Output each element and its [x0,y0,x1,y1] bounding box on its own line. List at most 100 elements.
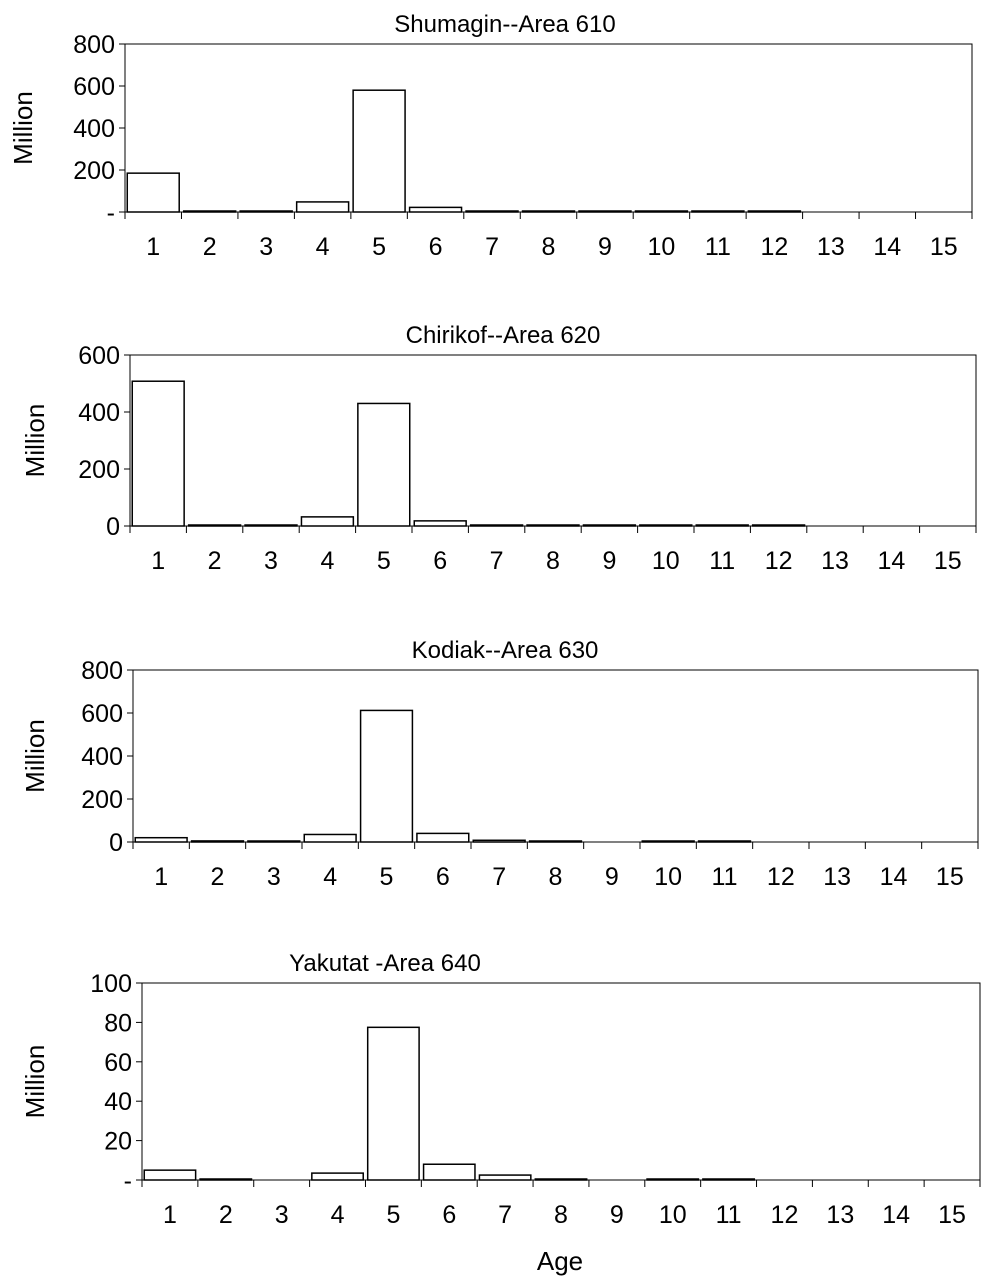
x-tick-label: 7 [490,547,504,575]
x-tick-label: 5 [386,1201,400,1229]
bar-age-2 [199,1178,253,1181]
bar-age-6 [422,1163,476,1181]
x-tick-label: 2 [219,1201,233,1229]
figure-x-axis-label: Age [537,1246,583,1276]
x-tick-label: 4 [331,1201,345,1229]
bar-age-10 [634,210,689,213]
bar-age-9 [582,524,637,527]
bar-age-7 [472,839,526,843]
x-tick-label: 1 [163,1201,177,1229]
x-tick-label: 7 [485,233,499,261]
chart-title: Shumagin--Area 610 [394,11,615,38]
x-tick-label: 12 [760,233,788,261]
bar-age-9 [578,210,632,213]
x-tick-label: 10 [648,233,676,261]
x-tick-label: 1 [154,863,168,891]
bar-age-5 [352,89,406,213]
bar-age-1 [143,1169,197,1181]
x-tick-label: 6 [436,863,450,891]
y-tick-label: 100 [90,970,132,998]
x-tick-label: 8 [542,233,556,261]
bar-age-6 [408,206,463,213]
x-tick-label: 9 [602,547,616,575]
bar-age-10 [641,840,695,843]
bar-age-12 [747,210,802,213]
x-tick-label: 13 [817,233,845,261]
x-tick-label: 15 [936,863,964,891]
bar-age-5 [357,402,411,527]
y-tick-label: 400 [73,115,115,143]
plot-frame [129,354,977,527]
x-tick-label: 6 [442,1201,456,1229]
x-tick-label: 10 [659,1201,687,1229]
plot-frame [124,43,973,213]
y-tick-label: 800 [73,31,115,59]
y-tick-label: 400 [78,399,120,427]
bar-age-8 [521,210,576,213]
bar-age-10 [646,1178,700,1181]
x-tick-label: 13 [821,547,849,575]
bar-age-12 [751,524,806,527]
x-tick-label: 9 [610,1201,624,1229]
x-tick-label: 5 [377,547,391,575]
x-tick-label: 2 [211,863,225,891]
y-tick-label: 200 [73,157,115,185]
y-tick-label: 20 [104,1128,132,1156]
bar-age-6 [413,520,467,527]
bar-age-1 [131,380,185,527]
x-tick-label: 14 [880,863,908,891]
bar-age-8 [528,840,583,843]
bar-age-3 [244,524,298,527]
x-tick-label: 12 [771,1201,799,1229]
bar-age-11 [695,524,749,527]
x-tick-label: 12 [765,547,793,575]
x-tick-label: 14 [873,233,901,261]
x-tick-label: 8 [549,863,563,891]
x-tick-label: 7 [492,863,506,891]
x-tick-label: 1 [146,233,160,261]
x-tick-label: 14 [877,547,905,575]
x-tick-label: 4 [320,547,334,575]
x-tick-label: 5 [372,233,386,261]
bar-age-3 [247,840,301,843]
y-tick-label: 600 [73,73,115,101]
bar-age-4 [303,833,357,843]
bar-age-5 [366,1026,420,1181]
x-tick-label: 1 [151,547,165,575]
x-tick-label: 10 [652,547,680,575]
y-tick-label: - [107,199,115,227]
x-tick-label: 3 [275,1201,289,1229]
plot-frame [141,982,981,1181]
x-tick-label: 11 [716,1201,742,1229]
x-tick-label: 13 [823,863,851,891]
bar-age-7 [478,1174,532,1181]
x-tick-label: 9 [598,233,612,261]
y-tick-label: 600 [78,342,120,370]
y-tick-label: 0 [109,829,123,857]
x-tick-label: 11 [712,863,738,891]
y-axis-label: Million [20,1045,50,1119]
y-tick-label: - [124,1167,132,1195]
x-tick-label: 15 [938,1201,966,1229]
x-tick-label: 6 [433,547,447,575]
bar-age-10 [639,524,693,527]
x-tick-label: 8 [546,547,560,575]
bar-age-2 [182,210,237,213]
x-tick-label: 15 [930,233,958,261]
x-tick-label: 4 [316,233,330,261]
x-tick-label: 11 [709,547,735,575]
bar-age-11 [691,210,745,213]
bar-age-4 [311,1172,364,1181]
x-tick-label: 3 [264,547,278,575]
y-tick-label: 0 [106,513,120,541]
bar-age-1 [134,836,188,843]
x-tick-label: 6 [429,233,443,261]
x-tick-label: 2 [203,233,217,261]
x-tick-label: 7 [498,1201,512,1229]
bar-age-7 [469,524,524,527]
y-tick-label: 400 [81,743,123,771]
